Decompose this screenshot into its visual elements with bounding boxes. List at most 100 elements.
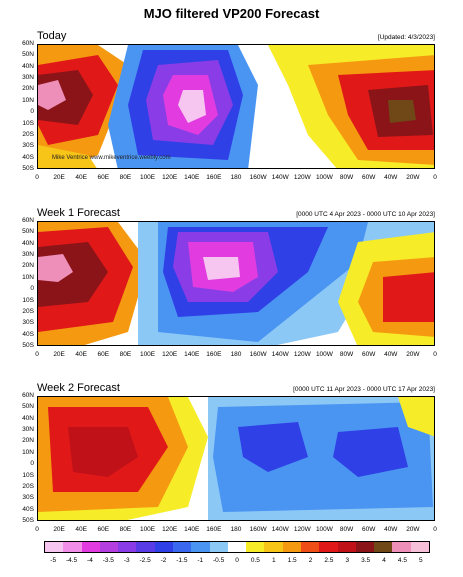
vp200-contour-map xyxy=(38,45,434,168)
lon-tick-label: 140E xyxy=(184,351,200,358)
lon-tick-label: 40W xyxy=(384,174,398,181)
colorbar-label: -1 xyxy=(197,557,204,564)
lon-tick-label: 0 xyxy=(35,526,39,533)
lon-tick-label: 100E xyxy=(139,174,156,181)
colorbar-label: -2.5 xyxy=(139,557,151,564)
lat-tick-label: 20N xyxy=(22,85,34,93)
lon-tick-label: 80W xyxy=(339,526,354,533)
colorbar-swatch xyxy=(300,542,320,552)
lon-tick-label: 120W xyxy=(293,351,311,358)
lon-tick-label: 160E xyxy=(206,526,222,533)
lat-tick-label: 50S xyxy=(22,165,34,172)
vp200-contour-map xyxy=(38,222,434,345)
map-week2 xyxy=(37,396,435,521)
lon-tick-label: 40E xyxy=(75,351,87,358)
lat-tick-label: 10N xyxy=(22,273,34,281)
page-title: MJO filtered VP200 Forecast xyxy=(143,6,320,21)
lon-tick-label: 180 xyxy=(230,526,242,533)
colorbar xyxy=(44,541,430,553)
lon-tick-label: 140W xyxy=(271,526,289,533)
lon-tick-label: 20W xyxy=(406,174,420,181)
map-week1 xyxy=(37,221,435,346)
lat-tick-label: 30N xyxy=(22,251,34,259)
vp200-contour-map xyxy=(38,397,434,520)
colorbar-label: 1 xyxy=(271,557,276,564)
lon-tick-label: 20E xyxy=(53,351,65,358)
lon-tick-label: 0 xyxy=(433,526,437,533)
lat-tick-label: 10S xyxy=(22,119,34,127)
lat-tick-label: 50N xyxy=(22,228,34,236)
colorbar-swatch xyxy=(282,542,301,552)
colorbar-label: -0.5 xyxy=(213,557,225,564)
lat-tick-label: 30S xyxy=(22,142,34,150)
lon-tick-label: 100W xyxy=(315,174,333,181)
panel-week1: Week 1 Forecast [0000 UTC 4 Apr 2023 - 0… xyxy=(37,207,435,367)
lat-tick-label: 20S xyxy=(22,130,34,138)
lat-tick-label: 20S xyxy=(22,307,34,315)
lat-tick-label: 0 xyxy=(30,108,34,116)
lon-tick-label: 140E xyxy=(184,526,200,533)
lon-tick-label: 40W xyxy=(384,351,398,358)
colorbar-label: 5 xyxy=(418,557,423,564)
panel-label: Week 1 Forecast xyxy=(37,207,120,219)
colorbar-swatch xyxy=(81,542,100,552)
map-credit: Mike Ventrice www.mikeventrice.weebly.co… xyxy=(52,155,171,161)
panel-label: Week 2 Forecast xyxy=(37,382,120,394)
colorbar-label: -3 xyxy=(123,557,130,564)
lon-tick-label: 60W xyxy=(361,351,376,358)
panel-meta: [0000 UTC 11 Apr 2023 - 0000 UTC 17 Apr … xyxy=(293,386,435,393)
colorbar-label: -3.5 xyxy=(102,557,114,564)
colorbar-label: 4 xyxy=(382,557,386,564)
lon-tick-label: 120W xyxy=(293,174,311,181)
colorbar-swatch xyxy=(172,542,192,552)
colorbar-swatch xyxy=(227,542,247,552)
lon-tick-label: 120E xyxy=(162,526,178,533)
colorbar-swatch xyxy=(118,542,137,552)
colorbar-swatch xyxy=(45,542,64,552)
lat-tick-label: 60N xyxy=(22,40,34,47)
lon-tick-label: 120E xyxy=(162,174,178,181)
lon-tick-label: 0 xyxy=(35,351,39,358)
lat-tick-label: 30S xyxy=(22,319,34,327)
colorbar-label: 4.5 xyxy=(397,557,407,564)
lon-tick-label: 20W xyxy=(406,351,420,358)
lon-tick-label: 0 xyxy=(433,174,437,181)
lon-tick-label: 120W xyxy=(293,526,311,533)
lon-tick-label: 80E xyxy=(119,351,132,358)
lat-tick-label: 0 xyxy=(30,285,34,293)
colorbar-swatch xyxy=(246,542,265,552)
lon-tick-label: 160E xyxy=(206,351,222,358)
colorbar-label: 0.5 xyxy=(250,557,260,564)
lat-tick-label: 50N xyxy=(22,403,34,411)
colorbar-swatch xyxy=(209,542,228,552)
lon-tick-label: 160W xyxy=(249,351,267,358)
panel-today: Today [Updated: 4/3/2023] Mike Ventrice … xyxy=(37,30,435,190)
colorbar-label: 2 xyxy=(308,557,313,564)
lon-tick-label: 80W xyxy=(339,351,354,358)
lat-tick-label: 40S xyxy=(22,330,34,338)
panel-label: Today xyxy=(37,30,67,42)
colorbar-swatch xyxy=(264,542,283,552)
lon-tick-label: 0 xyxy=(35,174,39,181)
colorbar-swatch xyxy=(63,542,82,552)
lat-tick-label: 10N xyxy=(22,96,34,104)
lon-tick-label: 60W xyxy=(361,174,376,181)
lat-tick-label: 40S xyxy=(22,153,34,161)
lon-tick-label: 140W xyxy=(271,174,289,181)
lat-tick-label: 60N xyxy=(22,217,34,224)
lon-tick-label: 140W xyxy=(271,351,289,358)
lon-tick-label: 20E xyxy=(53,174,65,181)
lat-tick-label: 10S xyxy=(22,471,34,479)
lat-tick-label: 20N xyxy=(22,437,34,445)
lon-tick-label: 140E xyxy=(184,174,200,181)
colorbar-label: 0 xyxy=(235,557,239,564)
colorbar-label: -2 xyxy=(160,557,167,564)
colorbar-swatch xyxy=(154,542,173,552)
lon-tick-label: 60E xyxy=(97,351,110,358)
lon-tick-label: 40E xyxy=(75,526,87,533)
lat-tick-label: 10S xyxy=(22,296,34,304)
lon-tick-label: 160W xyxy=(249,526,267,533)
panel-meta: [0000 UTC 4 Apr 2023 - 0000 UTC 10 Apr 2… xyxy=(296,211,435,218)
colorbar-label: 3 xyxy=(345,557,350,564)
colorbar-swatch xyxy=(355,542,375,552)
